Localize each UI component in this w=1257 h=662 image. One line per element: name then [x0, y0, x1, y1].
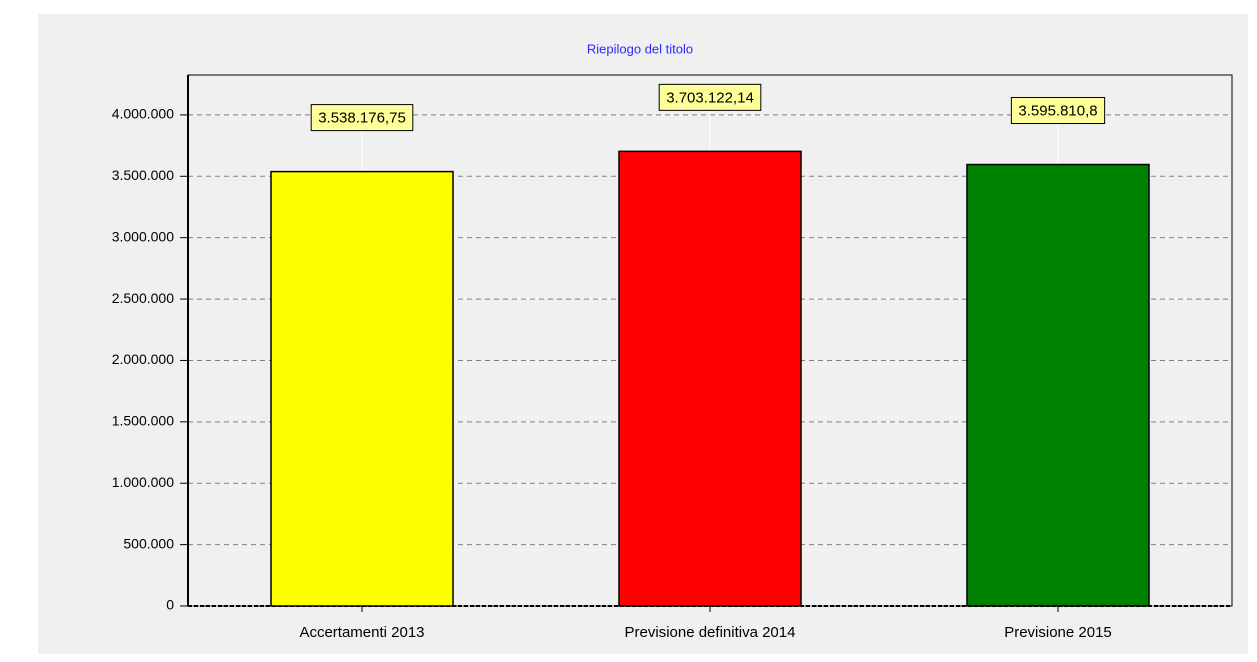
data-label-box	[658, 83, 762, 111]
y-tick-label: 3.000.000	[112, 228, 174, 244]
y-tick-label: 2.000.000	[112, 351, 174, 367]
y-tick-label: 2.500.000	[112, 290, 174, 306]
y-tick-label: 1.000.000	[112, 474, 174, 490]
x-tick-label: Previsione 2015	[1004, 624, 1112, 641]
y-tick-label: 3.500.000	[112, 167, 174, 183]
y-tick-label: 0	[166, 597, 174, 613]
data-label: 3.595.810,8	[1018, 102, 1097, 119]
data-label-group: 3.595.810,8	[1010, 97, 1106, 125]
x-tick-label: Accertamenti 2013	[299, 624, 424, 641]
x-tick-label: Previsione definitiva 2014	[625, 624, 796, 641]
data-label-box	[310, 104, 414, 132]
y-tick-label: 1.500.000	[112, 413, 174, 429]
data-label-group: 3.538.176,75	[310, 104, 414, 132]
y-tick-label: 4.000.000	[112, 106, 174, 122]
chart-title: Riepilogo del titolo	[587, 41, 693, 56]
data-label-box	[1010, 97, 1106, 125]
data-label: 3.538.176,75	[318, 110, 406, 127]
bar	[618, 150, 802, 607]
y-tick-label: 500.000	[123, 535, 174, 551]
bar	[966, 163, 1150, 607]
data-label: 3.703.122,14	[666, 89, 754, 106]
bar	[270, 170, 454, 607]
data-label-group: 3.703.122,14	[658, 83, 762, 111]
